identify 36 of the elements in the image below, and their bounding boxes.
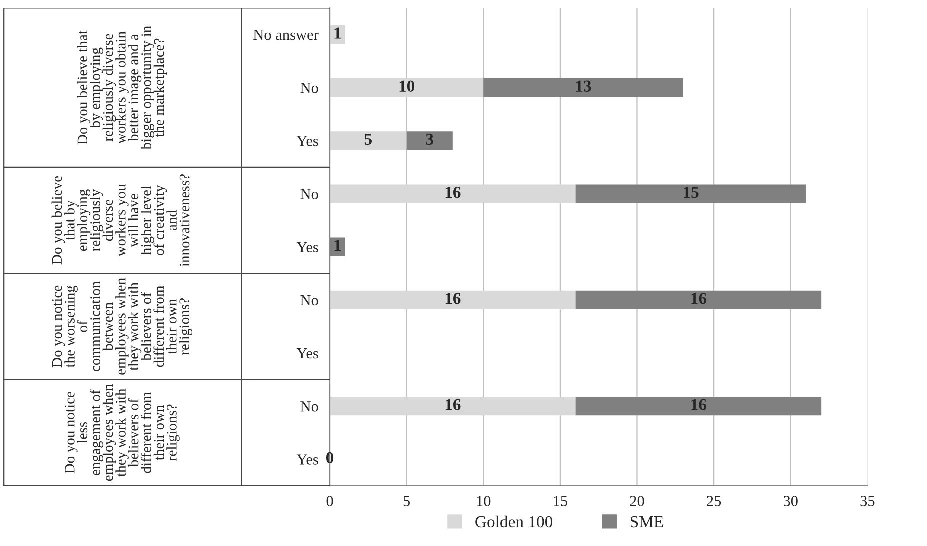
y-tick-label: No bbox=[300, 402, 318, 412]
y-tick-label: Yes bbox=[296, 242, 318, 253]
data-label: 16 bbox=[446, 293, 461, 304]
data-label: 0 bbox=[326, 452, 334, 464]
data-label: 16 bbox=[446, 186, 461, 198]
data-label: 15 bbox=[684, 186, 699, 198]
x-tick-label: 5 bbox=[404, 496, 410, 506]
y-tick-label: Yes bbox=[296, 348, 318, 359]
data-label: 16 bbox=[446, 399, 461, 410]
data-label: 13 bbox=[576, 80, 592, 92]
x-tick-label: 20 bbox=[630, 496, 644, 506]
data-label: 16 bbox=[692, 293, 707, 304]
x-tick-label: 25 bbox=[707, 496, 722, 506]
y-tick-label: No bbox=[300, 189, 318, 200]
y-tick-label: No bbox=[300, 295, 318, 306]
x-tick-label: 30 bbox=[784, 496, 798, 506]
legend-label: Golden 100 bbox=[476, 516, 553, 528]
x-tick-label: 15 bbox=[554, 496, 568, 506]
data-label: 10 bbox=[400, 80, 415, 92]
legend-label: SME bbox=[630, 516, 664, 528]
data-label: 5 bbox=[364, 134, 372, 146]
text: Do you notice the worsening of communication between employees when they work with believers of different from their own religions? bbox=[52, 278, 193, 375]
y-tick-label: Yes bbox=[296, 454, 318, 465]
y-tick-label: No bbox=[300, 83, 318, 94]
y-tick-label: Yes bbox=[296, 136, 318, 146]
text: Do you believe that by employing religiously diverse workers you obtain better image and a bigger opportunity in the marketplace? bbox=[77, 26, 168, 150]
data-label: 3 bbox=[426, 134, 434, 146]
data-label: 1 bbox=[334, 240, 341, 252]
data-label: 16 bbox=[692, 399, 707, 410]
data-label: 1 bbox=[334, 28, 341, 39]
x-tick-label: 0 bbox=[326, 496, 334, 506]
text: Do you notice less engagement of employees when they work with believers of different from their own religions? bbox=[65, 384, 180, 482]
text: Do you believe that by employing religiously diverse workers you will have higher level of creativity and innovativeness? bbox=[52, 174, 190, 267]
y-tick-label: No answer bbox=[254, 30, 319, 40]
x-tick-label: 35 bbox=[860, 496, 875, 506]
x-tick-label: 10 bbox=[477, 496, 491, 506]
